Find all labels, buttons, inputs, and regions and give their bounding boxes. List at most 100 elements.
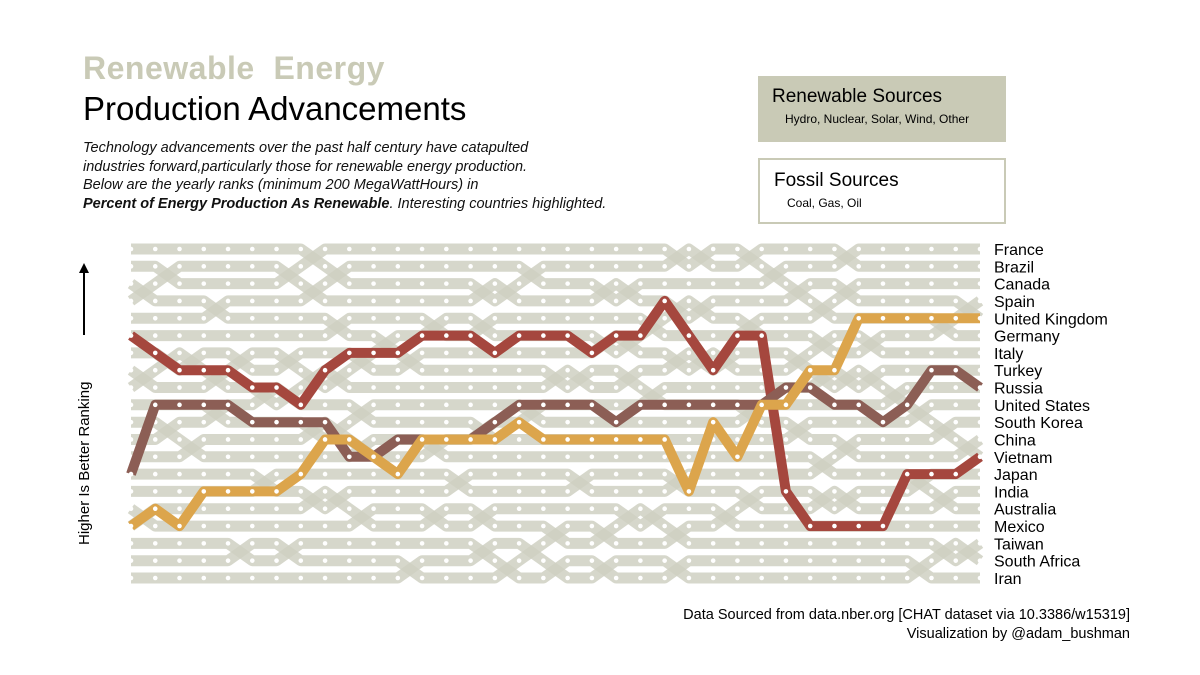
data-point-background xyxy=(468,558,473,563)
data-point-background xyxy=(856,541,862,546)
data-point-highlighted xyxy=(856,523,862,529)
data-point-background xyxy=(371,437,376,442)
data-point-background xyxy=(613,541,619,546)
data-point-background xyxy=(565,489,570,494)
data-point-highlighted xyxy=(274,385,279,390)
data-point-background xyxy=(468,419,473,425)
country-label: Mexico xyxy=(994,519,1045,536)
data-point-highlighted xyxy=(249,385,255,390)
data-point-background xyxy=(759,385,764,390)
data-point-background xyxy=(759,281,764,286)
data-point-background xyxy=(201,281,207,286)
data-point-highlighted xyxy=(710,367,716,373)
data-point-background xyxy=(565,246,570,252)
data-point-background xyxy=(589,454,595,460)
data-point-background xyxy=(322,298,328,304)
data-point-background xyxy=(225,298,231,304)
data-point-background xyxy=(444,281,449,286)
data-point-background xyxy=(929,264,934,269)
data-point-background xyxy=(613,523,619,529)
data-point-background xyxy=(298,246,304,252)
data-point-highlighted xyxy=(904,315,910,321)
data-point-background xyxy=(710,333,716,338)
data-point-highlighted xyxy=(444,333,449,338)
data-point-background xyxy=(298,367,304,373)
data-point-background xyxy=(783,315,789,321)
data-point-background xyxy=(613,489,619,494)
data-point-background xyxy=(274,264,279,269)
data-point-background xyxy=(638,471,643,477)
data-point-background xyxy=(783,506,789,512)
data-point-highlighted xyxy=(613,437,619,442)
data-point-background xyxy=(710,506,716,512)
data-point-background xyxy=(201,264,207,269)
data-point-highlighted xyxy=(322,419,328,425)
data-point-background xyxy=(492,541,498,546)
data-point-background xyxy=(589,246,595,252)
description-line-2: industries forward,particularly those fo… xyxy=(83,158,528,175)
data-point-background xyxy=(977,333,983,338)
data-point-background xyxy=(322,315,328,321)
data-point-background xyxy=(468,575,473,581)
data-point-background xyxy=(395,419,401,425)
data-point-background xyxy=(152,558,158,563)
country-label: Canada xyxy=(994,277,1050,294)
data-point-background xyxy=(880,454,886,460)
data-point-background xyxy=(516,575,522,581)
data-point-background xyxy=(686,437,692,442)
data-point-highlighted xyxy=(686,402,692,408)
data-point-background xyxy=(516,264,522,269)
data-point-background xyxy=(589,575,595,581)
data-point-background xyxy=(322,333,328,338)
data-point-background xyxy=(322,454,328,460)
data-point-background xyxy=(565,558,570,563)
data-point-background xyxy=(419,419,425,425)
data-point-background xyxy=(152,575,158,581)
data-point-background xyxy=(444,315,449,321)
data-point-background xyxy=(613,264,619,269)
data-point-background xyxy=(541,315,546,321)
data-point-background xyxy=(735,367,740,373)
data-point-background xyxy=(638,506,643,512)
data-point-background xyxy=(856,350,862,356)
data-point-background xyxy=(904,333,910,338)
data-point-background xyxy=(638,315,643,321)
data-point-background xyxy=(807,298,813,304)
data-point-background xyxy=(419,575,425,581)
data-point-background xyxy=(807,489,813,494)
data-point-highlighted xyxy=(468,437,473,442)
data-point-background xyxy=(541,350,546,356)
legend-fossil: Fossil Sources Coal, Gas, Oil xyxy=(758,158,1006,224)
data-point-background xyxy=(856,506,862,512)
data-point-highlighted xyxy=(662,437,667,442)
legend-renewable-subtitle: Hydro, Nuclear, Solar, Wind, Other xyxy=(785,112,970,126)
data-point-background xyxy=(395,333,401,338)
data-point-background xyxy=(492,506,498,512)
data-point-background xyxy=(419,471,425,477)
data-point-background xyxy=(807,246,813,252)
data-point-highlighted xyxy=(201,367,207,373)
data-point-background xyxy=(783,281,789,286)
data-point-highlighted xyxy=(977,454,983,460)
data-point-background xyxy=(128,437,134,442)
data-point-background xyxy=(419,246,425,252)
data-point-background xyxy=(444,523,449,529)
data-point-background xyxy=(274,541,279,546)
data-point-background xyxy=(298,298,304,304)
data-point-background xyxy=(177,454,182,460)
data-point-background xyxy=(128,506,134,512)
data-point-background xyxy=(274,506,279,512)
data-point-background xyxy=(638,541,643,546)
data-point-background xyxy=(201,385,207,390)
data-point-background xyxy=(565,350,570,356)
data-point-background xyxy=(710,558,716,563)
data-point-background xyxy=(516,385,522,390)
data-point-background xyxy=(710,489,716,494)
data-point-background xyxy=(468,471,473,477)
data-point-highlighted xyxy=(395,471,401,477)
data-point-highlighted xyxy=(177,402,182,408)
data-point-background xyxy=(638,419,643,425)
data-point-background xyxy=(953,558,959,563)
data-point-background xyxy=(832,264,837,269)
data-point-background xyxy=(832,558,837,563)
